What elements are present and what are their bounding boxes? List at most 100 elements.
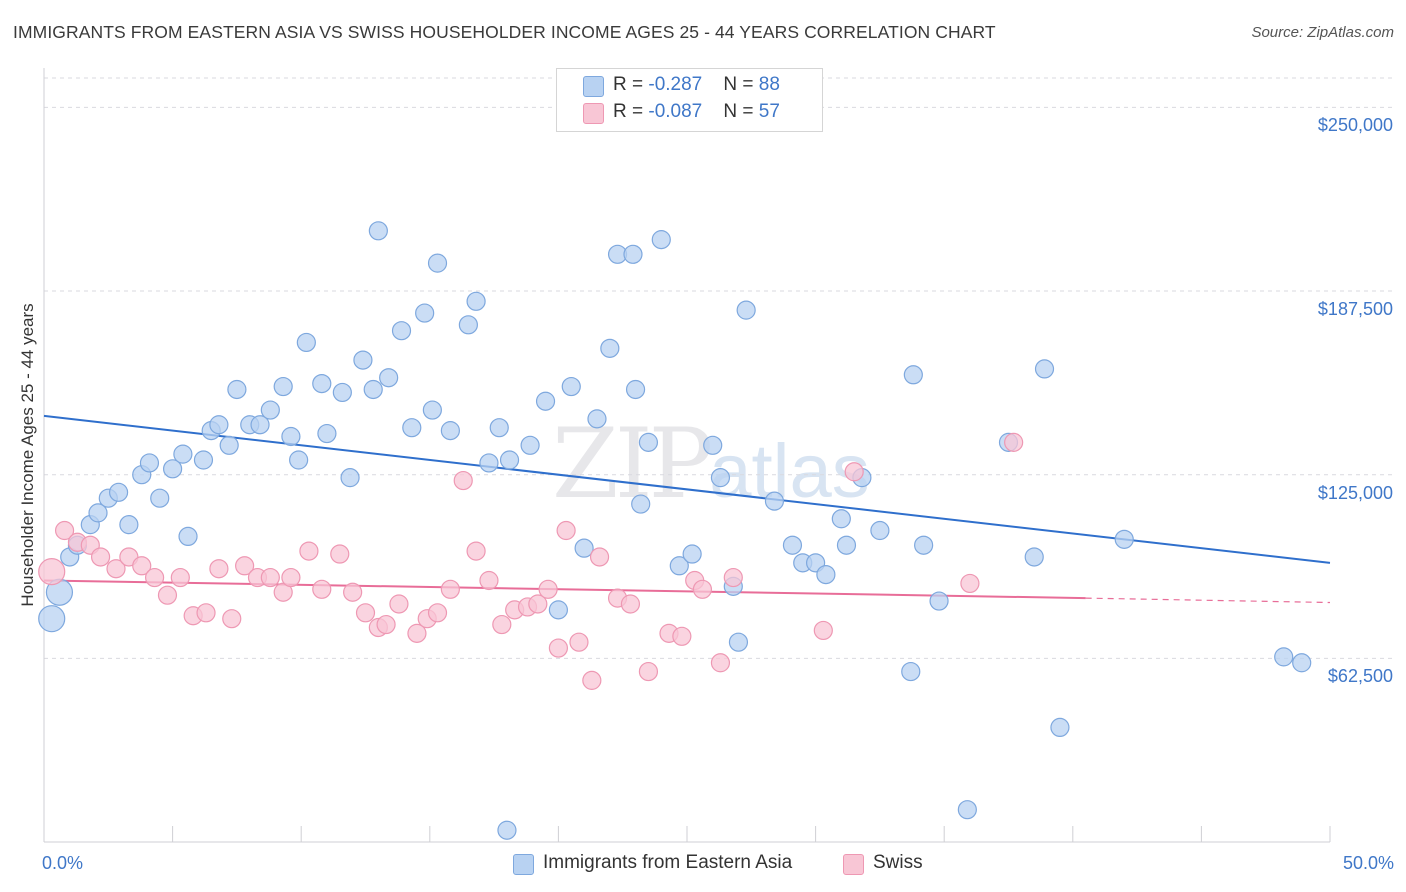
point-eastern-asia [587,409,607,429]
point-eastern-asia [296,332,316,353]
point-eastern-asia [150,488,170,508]
point-eastern-asia [108,482,129,502]
point-eastern-asia [139,453,160,473]
point-swiss [312,579,332,599]
point-swiss [492,614,512,635]
legend-swatch-blue [583,76,604,97]
point-swiss [299,541,319,561]
trend-line-swiss-extension [1085,597,1331,604]
trend-line-eastern-asia [43,414,1331,564]
point-swiss [427,603,448,623]
point-swiss [196,603,216,623]
n-value-eastern-asia: 88 [758,74,780,95]
axes [43,68,1331,843]
point-swiss [38,558,66,586]
point-swiss [281,567,301,588]
point-swiss [407,623,427,643]
y-axis-label: Householder Income Ages 25 - 44 years [18,303,37,607]
point-eastern-asia [479,453,499,473]
point-swiss [54,520,75,541]
point-swiss [1004,432,1024,452]
point-eastern-asia [548,600,569,620]
point-swiss [260,567,280,588]
point-eastern-asia [957,800,977,820]
point-eastern-asia [227,379,247,400]
series-legend: Immigrants from Eastern Asia Swiss [0,852,1406,878]
point-eastern-asia [209,415,229,435]
point-eastern-asia [119,515,139,535]
point-eastern-asia [1050,717,1070,738]
point-swiss [330,544,350,564]
point-eastern-asia [178,526,198,547]
source-credit: Source: ZipAtlas.com [1251,24,1394,41]
point-eastern-asia [574,538,594,558]
point-swiss [528,594,548,614]
point-swiss [157,585,178,605]
point-eastern-asia [638,432,659,452]
point-swiss [343,582,363,602]
point-eastern-asia [317,423,337,444]
watermark-atlas: atlas [709,429,870,514]
point-swiss [589,547,610,567]
point-swiss [672,626,692,646]
y-tick-label: $125,000 [1317,482,1393,503]
point-eastern-asia [561,376,581,397]
point-eastern-asia [466,291,486,311]
point-eastern-asia [368,221,388,241]
point-eastern-asia [379,368,399,388]
point-eastern-asia [736,300,756,320]
point-eastern-asia [914,535,934,555]
point-eastern-asia [831,509,851,529]
point-eastern-asia [173,444,193,464]
n-value-swiss: 57 [758,101,780,122]
point-eastern-asia [499,450,520,470]
point-eastern-asia [520,435,540,455]
point-eastern-asia [535,391,556,411]
point-eastern-asia [340,468,360,488]
point-eastern-asia [903,365,923,385]
point-eastern-asia [88,503,108,523]
point-eastern-asia [682,544,702,564]
point-swiss [132,556,152,576]
point-eastern-asia [764,491,785,511]
point-eastern-asia [422,400,442,420]
point-swiss [556,520,576,541]
r-value-eastern-asia: -0.287 [648,74,703,95]
point-swiss [844,462,864,482]
data-points [38,221,1312,840]
point-swiss [813,620,833,641]
point-eastern-asia [651,230,671,250]
point-eastern-asia [1034,359,1055,379]
point-eastern-asia [312,374,332,394]
point-eastern-asia [458,315,478,335]
x-tick-label-min: 0.0% [42,853,84,873]
point-swiss [479,570,499,591]
point-eastern-asia [623,244,643,264]
point-swiss [692,579,713,599]
point-eastern-asia [163,459,183,479]
point-eastern-asia [1024,547,1044,567]
x-tick-label-max: 50.0% [1342,853,1394,873]
point-swiss [538,579,558,599]
legend-swatch-pink [583,103,604,124]
point-eastern-asia [427,253,448,273]
point-eastern-asia [631,494,651,514]
point-eastern-asia [1292,653,1312,673]
point-eastern-asia [669,556,689,576]
y-tick-label: $62,500 [1327,666,1393,687]
point-eastern-asia [353,350,373,370]
point-eastern-asia [391,321,412,341]
point-swiss [389,594,409,614]
point-swiss [466,541,486,561]
point-eastern-asia [710,468,731,488]
point-eastern-asia [402,418,422,438]
point-swiss [723,567,743,588]
point-eastern-asia [816,564,836,585]
point-swiss [170,567,190,588]
point-swiss [569,632,589,652]
point-eastern-asia [1114,529,1134,549]
point-eastern-asia [281,426,301,447]
point-eastern-asia [728,632,749,652]
point-eastern-asia [901,661,921,682]
